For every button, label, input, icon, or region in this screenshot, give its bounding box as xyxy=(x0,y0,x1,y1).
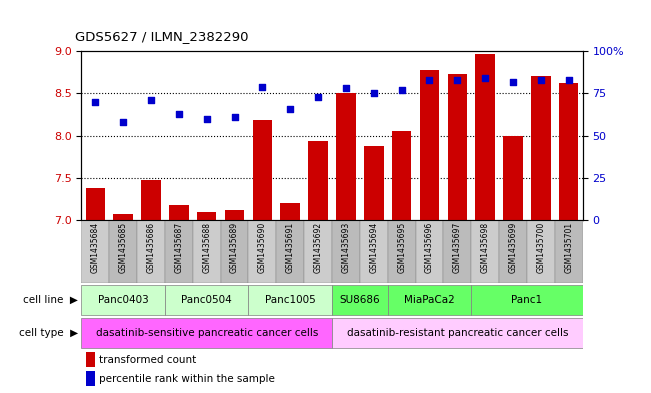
Text: GSM1435698: GSM1435698 xyxy=(480,222,490,273)
Text: GDS5627 / ILMN_2382290: GDS5627 / ILMN_2382290 xyxy=(75,30,249,43)
Bar xyxy=(281,203,300,220)
Text: GSM1435689: GSM1435689 xyxy=(230,222,239,273)
Bar xyxy=(109,220,137,283)
Text: dasatinib-sensitive pancreatic cancer cells: dasatinib-sensitive pancreatic cancer ce… xyxy=(96,328,318,338)
Point xyxy=(424,77,435,83)
Bar xyxy=(448,74,467,220)
Point xyxy=(174,110,184,117)
Text: GSM1435688: GSM1435688 xyxy=(202,222,211,273)
Point xyxy=(146,97,156,103)
Text: GSM1435700: GSM1435700 xyxy=(536,222,546,273)
Point xyxy=(313,94,324,100)
Point xyxy=(285,105,296,112)
Bar xyxy=(85,188,105,220)
Bar xyxy=(169,205,189,220)
Text: cell line  ▶: cell line ▶ xyxy=(23,295,78,305)
Bar xyxy=(388,220,415,283)
Text: GSM1435697: GSM1435697 xyxy=(453,222,462,273)
Bar xyxy=(276,220,304,283)
Text: GSM1435699: GSM1435699 xyxy=(508,222,518,273)
Bar xyxy=(81,285,165,315)
Text: MiaPaCa2: MiaPaCa2 xyxy=(404,295,455,305)
Bar xyxy=(304,220,332,283)
Text: GSM1435686: GSM1435686 xyxy=(146,222,156,273)
Point xyxy=(202,116,212,122)
Bar xyxy=(559,83,579,220)
Bar xyxy=(332,285,388,315)
Text: GSM1435685: GSM1435685 xyxy=(118,222,128,273)
Bar xyxy=(193,220,221,283)
Point xyxy=(564,77,574,83)
Bar xyxy=(499,220,527,283)
Bar xyxy=(420,70,439,220)
Bar xyxy=(141,180,161,220)
Text: GSM1435701: GSM1435701 xyxy=(564,222,574,273)
Bar xyxy=(225,210,244,220)
Point xyxy=(340,85,351,92)
Bar xyxy=(332,318,583,348)
Point xyxy=(396,87,407,93)
Text: dasatinib-resistant pancreatic cancer cells: dasatinib-resistant pancreatic cancer ce… xyxy=(346,328,568,338)
Bar xyxy=(81,318,332,348)
Point xyxy=(90,99,100,105)
Point xyxy=(536,77,546,83)
Bar xyxy=(253,120,272,220)
Point xyxy=(452,77,462,83)
Bar xyxy=(87,352,96,367)
Bar xyxy=(443,220,471,283)
Bar xyxy=(165,285,249,315)
Point xyxy=(229,114,240,120)
Bar xyxy=(137,220,165,283)
Text: GSM1435690: GSM1435690 xyxy=(258,222,267,273)
Bar xyxy=(531,76,551,220)
Bar xyxy=(555,220,583,283)
Point xyxy=(480,75,490,81)
Text: SU8686: SU8686 xyxy=(340,295,380,305)
Text: percentile rank within the sample: percentile rank within the sample xyxy=(99,374,275,384)
Point xyxy=(508,78,518,84)
Text: Panc0504: Panc0504 xyxy=(182,295,232,305)
Bar xyxy=(336,93,355,220)
Text: GSM1435684: GSM1435684 xyxy=(90,222,100,273)
Bar xyxy=(81,220,109,283)
Point xyxy=(257,83,268,90)
Bar xyxy=(87,371,96,386)
Bar xyxy=(471,285,583,315)
Text: GSM1435696: GSM1435696 xyxy=(425,222,434,273)
Bar xyxy=(360,220,388,283)
Text: GSM1435694: GSM1435694 xyxy=(369,222,378,273)
Text: GSM1435692: GSM1435692 xyxy=(314,222,323,273)
Bar xyxy=(197,211,216,220)
Bar xyxy=(165,220,193,283)
Text: Panc1005: Panc1005 xyxy=(265,295,316,305)
Text: transformed count: transformed count xyxy=(99,354,196,365)
Point xyxy=(118,119,128,125)
Bar xyxy=(471,220,499,283)
Bar xyxy=(392,131,411,220)
Text: GSM1435693: GSM1435693 xyxy=(341,222,350,273)
Bar xyxy=(388,285,471,315)
Bar xyxy=(503,136,523,220)
Point xyxy=(368,90,379,97)
Text: cell type  ▶: cell type ▶ xyxy=(19,328,78,338)
Text: GSM1435687: GSM1435687 xyxy=(174,222,184,273)
Text: GSM1435695: GSM1435695 xyxy=(397,222,406,273)
Text: Panc1: Panc1 xyxy=(512,295,542,305)
Bar xyxy=(249,220,276,283)
Bar xyxy=(113,214,133,220)
Bar xyxy=(249,285,332,315)
Bar xyxy=(527,220,555,283)
Bar xyxy=(364,146,383,220)
Bar xyxy=(309,141,328,220)
Text: Panc0403: Panc0403 xyxy=(98,295,148,305)
Bar xyxy=(221,220,249,283)
Bar xyxy=(475,53,495,220)
Text: GSM1435691: GSM1435691 xyxy=(286,222,295,273)
Bar xyxy=(332,220,360,283)
Bar xyxy=(415,220,443,283)
